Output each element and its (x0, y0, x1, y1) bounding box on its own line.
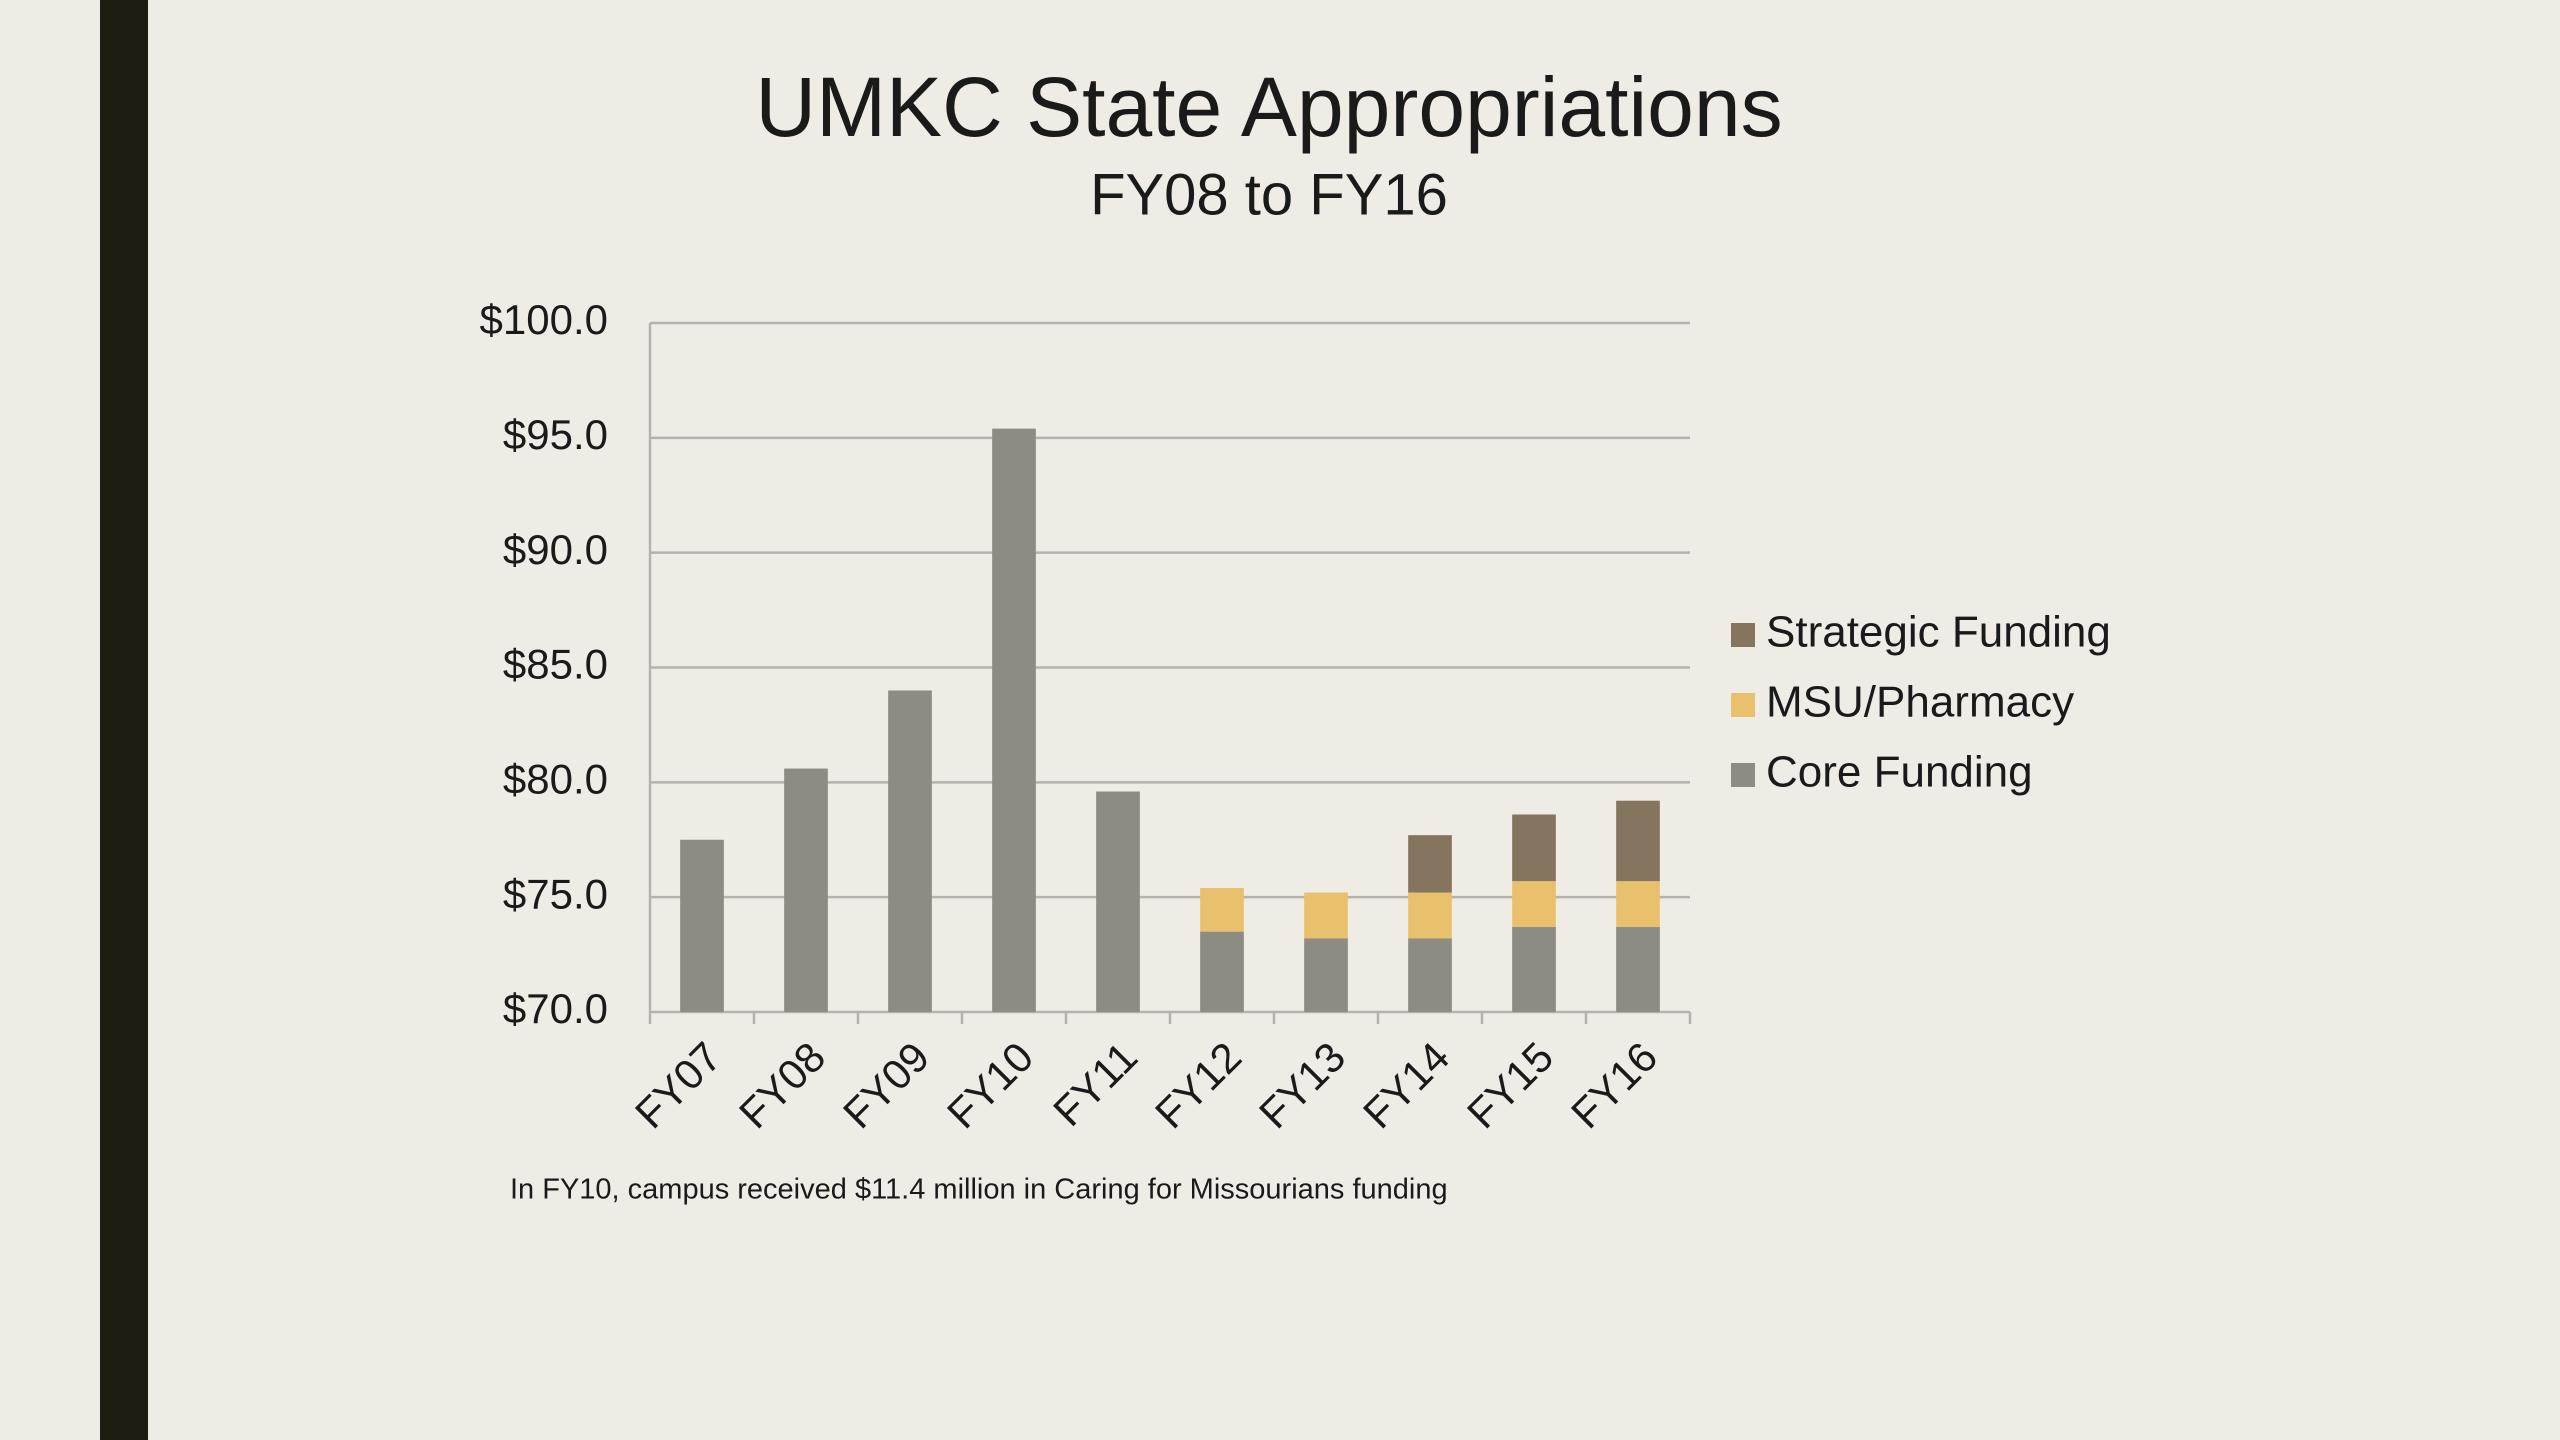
x-tick-label: FY08 (730, 1033, 834, 1137)
bar-segment (1408, 892, 1452, 939)
bar-segment (1304, 892, 1348, 939)
chart-title: UMKC State Appropriations (755, 60, 1782, 154)
x-tick-label: FY11 (1044, 1033, 1146, 1135)
x-tick-label: FY09 (834, 1033, 938, 1137)
y-tick-label: $100.0 (480, 296, 608, 343)
legend-swatch (1731, 693, 1755, 717)
bar-segment (1512, 881, 1556, 928)
x-tick-label: FY12 (1146, 1033, 1250, 1137)
x-tick-label: FY13 (1250, 1033, 1354, 1137)
bar-segment (784, 768, 828, 1012)
bar-segment (1200, 931, 1244, 1012)
legend-swatch (1731, 763, 1755, 787)
bar-segment (992, 428, 1036, 1012)
bar-segment (1200, 887, 1244, 932)
x-tick-label: FY07 (626, 1033, 730, 1137)
bar-segment (1408, 938, 1452, 1012)
legend-label: MSU/Pharmacy (1766, 678, 2074, 727)
bar-segment (1512, 927, 1556, 1012)
y-tick-label: $95.0 (503, 411, 608, 458)
x-tick-label: FY10 (938, 1033, 1042, 1137)
side-bar (100, 0, 148, 1440)
bar-segment (1616, 800, 1660, 882)
bar-segment (680, 839, 724, 1012)
y-tick-label: $75.0 (503, 870, 608, 917)
bar-segment (1616, 881, 1660, 928)
bar-segment (1304, 938, 1348, 1012)
chart-subtitle: FY08 to FY16 (1090, 162, 1448, 227)
bar-segment (888, 690, 932, 1012)
y-tick-label: $90.0 (503, 526, 608, 573)
x-tick-label: FY14 (1354, 1033, 1458, 1137)
y-tick-label: $85.0 (503, 641, 608, 688)
y-tick-label: $70.0 (503, 985, 608, 1032)
bar-segment (1408, 835, 1452, 893)
x-tick-label: FY15 (1458, 1033, 1562, 1137)
legend-label: Core Funding (1766, 748, 2033, 797)
annotation: In FY10, campus received $11.4 million i… (510, 1174, 1448, 1206)
y-tick-label: $80.0 (503, 755, 608, 802)
legend-swatch (1731, 623, 1755, 647)
bar-segment (1096, 791, 1140, 1012)
x-tick-label: FY16 (1562, 1033, 1666, 1137)
bar-segment (1512, 814, 1556, 882)
bar-segment (1616, 927, 1660, 1012)
legend-label: Strategic Funding (1766, 608, 2111, 657)
